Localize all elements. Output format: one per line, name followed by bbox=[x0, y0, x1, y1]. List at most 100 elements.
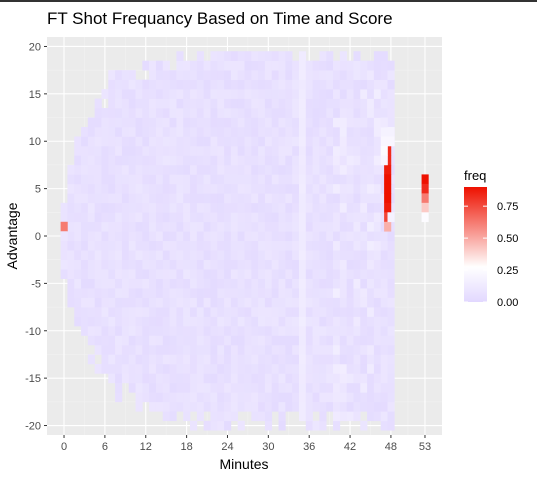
heatmap-tile bbox=[115, 392, 123, 403]
heatmap-tile bbox=[285, 326, 293, 336]
heatmap-tile bbox=[380, 420, 388, 431]
heatmap-tile bbox=[196, 259, 204, 270]
heatmap-tile bbox=[67, 288, 75, 298]
heatmap-tile bbox=[217, 221, 225, 232]
heatmap-tile-high bbox=[421, 193, 429, 204]
heatmap-tile bbox=[230, 183, 238, 194]
heatmap-tile bbox=[360, 164, 368, 175]
heatmap-tile bbox=[271, 307, 279, 317]
heatmap-tile bbox=[81, 164, 89, 175]
heatmap-tile bbox=[373, 382, 382, 393]
heatmap-tile bbox=[128, 250, 136, 260]
heatmap-tile bbox=[190, 231, 198, 242]
heatmap-tile-high bbox=[384, 164, 392, 175]
heatmap-tile bbox=[244, 193, 252, 204]
heatmap-tile bbox=[387, 231, 395, 242]
heatmap-tile bbox=[128, 117, 136, 128]
heatmap-tile bbox=[285, 392, 293, 403]
heatmap-tile bbox=[346, 212, 354, 223]
heatmap-tile bbox=[155, 212, 164, 223]
heatmap-tile bbox=[333, 117, 341, 128]
heatmap-tile bbox=[101, 155, 109, 166]
heatmap-tile bbox=[217, 145, 225, 156]
heatmap-tile bbox=[81, 202, 89, 213]
heatmap-tile bbox=[380, 259, 388, 270]
heatmap-tile bbox=[373, 145, 382, 156]
heatmap-tile bbox=[94, 288, 102, 298]
heatmap-tile bbox=[367, 98, 375, 109]
heatmap-tile bbox=[135, 98, 143, 109]
heatmap-tile bbox=[115, 70, 123, 80]
heatmap-tile bbox=[169, 89, 177, 99]
heatmap-tile bbox=[203, 307, 211, 317]
heatmap-tile bbox=[162, 231, 170, 242]
heatmap-tile bbox=[312, 108, 320, 118]
heatmap-tile bbox=[258, 155, 266, 166]
heatmap-tile bbox=[373, 269, 382, 279]
heatmap-tile bbox=[196, 269, 204, 279]
heatmap-tile bbox=[128, 164, 136, 175]
heatmap-tile bbox=[353, 316, 361, 327]
heatmap-tile bbox=[121, 373, 130, 384]
heatmap-tile bbox=[101, 183, 109, 194]
heatmap-tile bbox=[367, 297, 375, 308]
heatmap-tile bbox=[108, 70, 116, 80]
heatmap-tile bbox=[196, 316, 204, 327]
heatmap-tile bbox=[298, 202, 307, 213]
heatmap-tile bbox=[74, 316, 82, 327]
heatmap-tile bbox=[115, 174, 123, 185]
heatmap-tile bbox=[115, 259, 123, 270]
heatmap-tile bbox=[81, 240, 89, 251]
heatmap-tile bbox=[319, 136, 327, 147]
heatmap-tile bbox=[333, 259, 341, 270]
heatmap-tile bbox=[251, 98, 259, 109]
heatmap-tile bbox=[162, 98, 170, 109]
heatmap-tile bbox=[203, 136, 211, 147]
heatmap-tile bbox=[196, 363, 204, 374]
heatmap-tile bbox=[333, 155, 341, 166]
heatmap-tile bbox=[339, 212, 347, 223]
heatmap-tile bbox=[169, 382, 177, 393]
heatmap-tile bbox=[312, 382, 320, 393]
heatmap-tile bbox=[333, 212, 341, 223]
heatmap-tile bbox=[387, 401, 395, 412]
heatmap-tile bbox=[203, 212, 211, 223]
heatmap-tile bbox=[251, 240, 259, 251]
heatmap-tile bbox=[264, 269, 273, 279]
heatmap-tile bbox=[196, 401, 204, 412]
heatmap-tile bbox=[264, 145, 273, 156]
heatmap-tile bbox=[278, 108, 286, 118]
heatmap-tile bbox=[244, 117, 252, 128]
heatmap-tile bbox=[210, 221, 218, 232]
heatmap-tile bbox=[87, 164, 95, 175]
heatmap-tile bbox=[230, 155, 238, 166]
heatmap-tile bbox=[353, 278, 361, 289]
heatmap-tile bbox=[271, 70, 279, 80]
heatmap-tile bbox=[196, 183, 204, 194]
heatmap-tile bbox=[292, 231, 300, 242]
heatmap-tile bbox=[237, 202, 245, 213]
heatmap-tile-high bbox=[384, 183, 392, 194]
heatmap-tile bbox=[87, 240, 95, 251]
heatmap-tile bbox=[108, 127, 116, 137]
heatmap-tile bbox=[162, 174, 170, 185]
heatmap-tile bbox=[230, 316, 238, 327]
heatmap-tile bbox=[373, 193, 382, 204]
heatmap-tile bbox=[353, 174, 361, 185]
heatmap-tile bbox=[264, 193, 273, 204]
heatmap-tile bbox=[380, 51, 388, 61]
heatmap-tile bbox=[101, 145, 109, 156]
y-axis-title: Advantage bbox=[4, 202, 20, 269]
heatmap-tile bbox=[142, 354, 150, 365]
x-tick-label: 0 bbox=[61, 441, 67, 453]
heatmap-tile bbox=[135, 202, 143, 213]
heatmap-tile-high bbox=[60, 231, 68, 242]
heatmap-tile bbox=[176, 174, 184, 185]
heatmap-tile bbox=[319, 108, 327, 118]
heatmap-tile bbox=[203, 145, 211, 156]
heatmap-tile bbox=[94, 127, 102, 137]
heatmap-tile bbox=[135, 269, 143, 279]
heatmap-tile bbox=[87, 231, 95, 242]
heatmap-tile bbox=[312, 240, 320, 251]
heatmap-tile bbox=[183, 259, 191, 270]
